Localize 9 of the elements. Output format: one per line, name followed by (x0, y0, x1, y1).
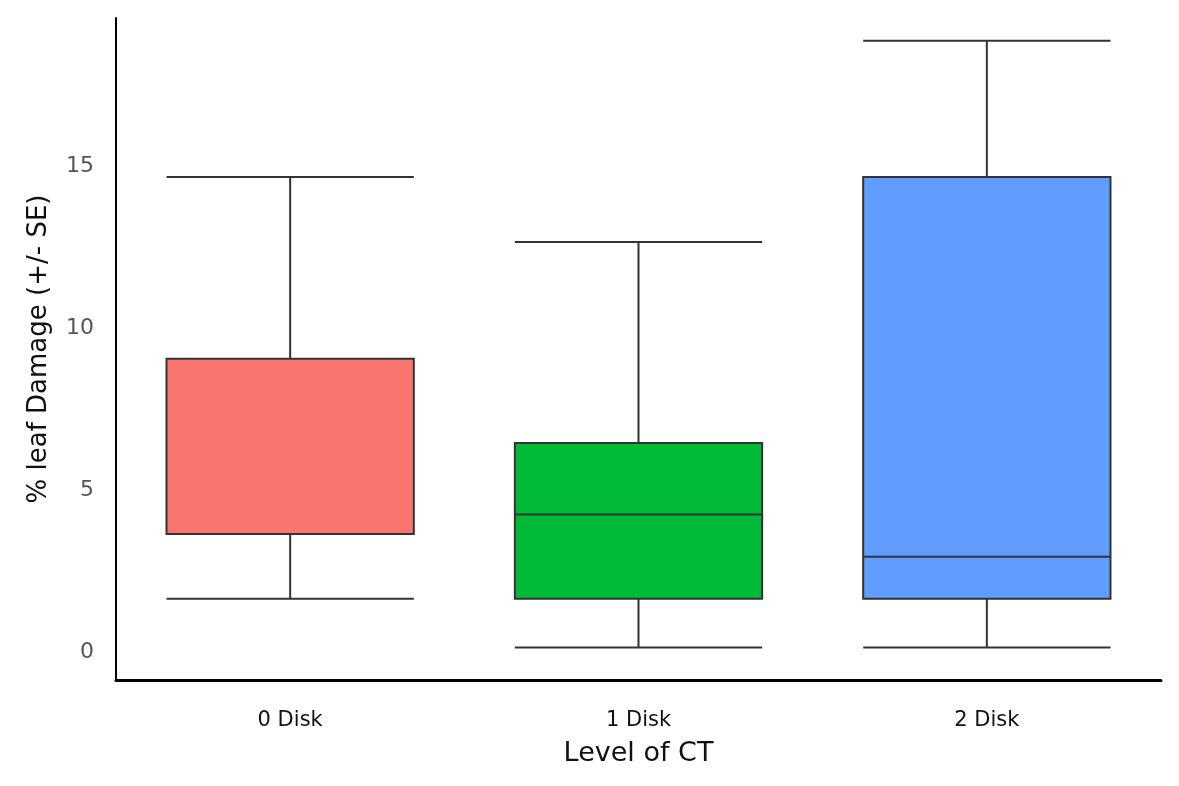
x-tick-label: 2 Disk (954, 706, 1021, 731)
x-axis-title: Level of CT (563, 736, 714, 767)
y-tick-label: 15 (66, 151, 94, 177)
y-tick-label: 0 (80, 638, 94, 664)
x-tick-label: 1 Disk (605, 706, 672, 731)
x-tick-label: 0 Disk (257, 706, 324, 731)
y-tick-label: 5 (80, 476, 94, 502)
y-tick-label: 10 (66, 313, 94, 339)
y-axis-title: % leaf Damage (+/- SE) (22, 194, 52, 504)
